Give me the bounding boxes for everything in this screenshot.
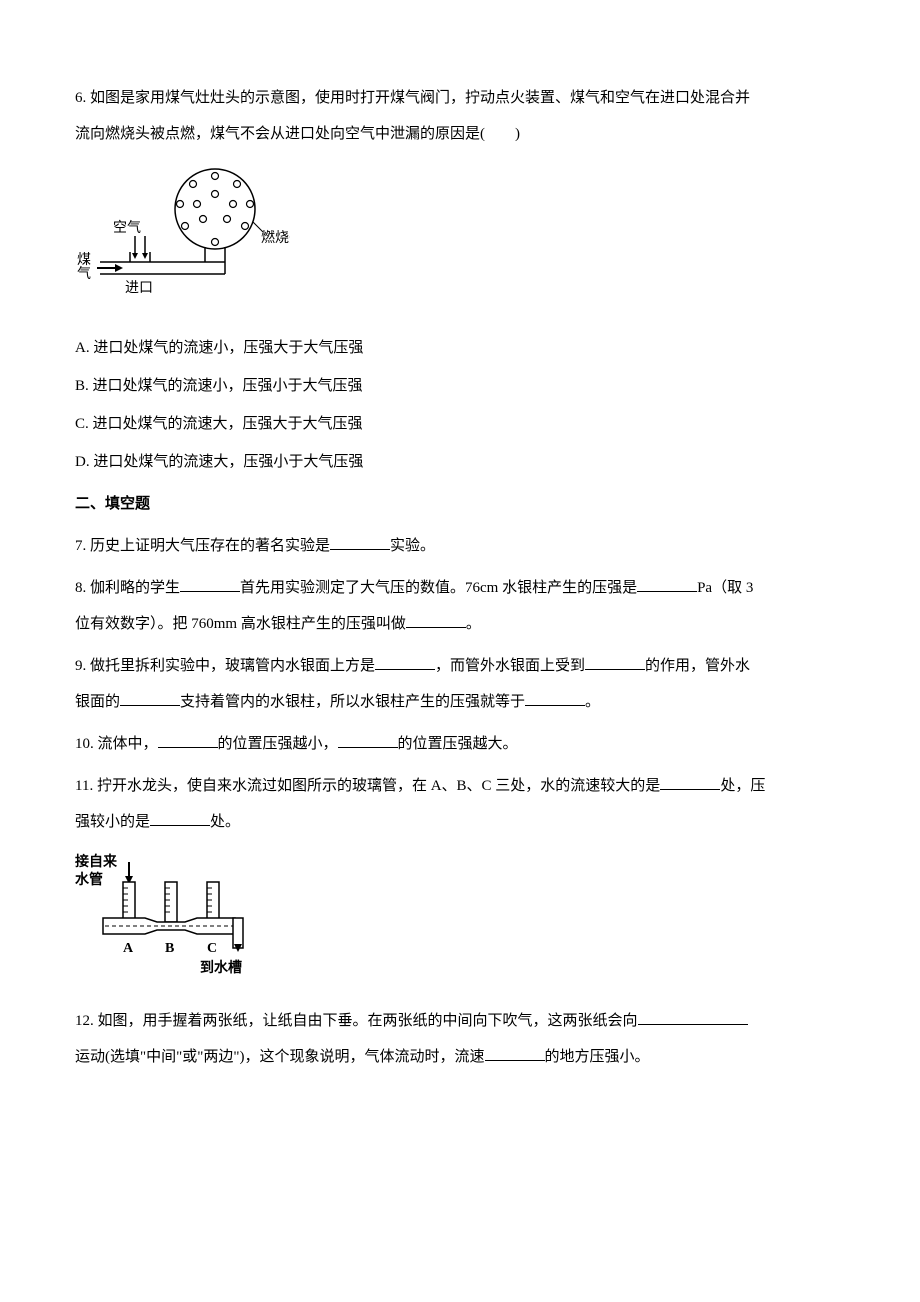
q10-blank-2	[338, 733, 398, 748]
q8-part3: Pa（取 3	[697, 580, 753, 596]
q7-part1: 历史上证明大气压存在的著名实验是	[90, 538, 330, 554]
question-6: 6. 如图是家用煤气灶灶头的示意图，使用时打开煤气阀门，拧动点火装置、煤气和空气…	[75, 80, 845, 480]
q6-number: 6.	[75, 90, 86, 106]
q11-line1: 11. 拧开水龙头，使自来水流过如图所示的玻璃管，在 A、B、C 三处，水的流速…	[75, 768, 845, 804]
q6-option-d: D. 进口处煤气的流速大，压强小于大气压强	[75, 444, 845, 480]
q8-number: 8.	[75, 580, 86, 596]
q7-number: 7.	[75, 538, 86, 554]
q10-number: 10.	[75, 736, 94, 752]
gas-label-2: 气	[77, 266, 91, 282]
q8-line1: 8. 伽利略的学生 首先用实验测定了大气压的数值。76cm 水银柱产生的压强是 Pa…	[75, 570, 845, 606]
question-8: 8. 伽利略的学生 首先用实验测定了大气压的数值。76cm 水银柱产生的压强是 Pa…	[75, 570, 845, 642]
q11-part1: 拧开水龙头，使自来水流过如图所示的玻璃管，在 A、B、C 三处，水的流速较大的是	[97, 778, 660, 794]
q6-option-c: C. 进口处煤气的流速大，压强大于大气压强	[75, 406, 845, 442]
q12-line2-part1: 运动(选填"中间"或"两边")，这个现象说明，气体流动时，流速	[75, 1049, 485, 1065]
q11-line2-part2: 处。	[210, 814, 240, 830]
q8-blank-2	[637, 577, 697, 592]
q6-text-line2: 流向燃烧头被点燃，煤气不会从进口处向空气中泄漏的原因是( )	[75, 116, 845, 152]
label-b: B	[165, 941, 174, 956]
q7-part2: 实验。	[390, 538, 435, 554]
pipe-diagram: 接自来 水管 A B C 到水槽	[75, 852, 275, 977]
q8-blank-1	[180, 577, 240, 592]
q6-text-line1: 6. 如图是家用煤气灶灶头的示意图，使用时打开煤气阀门，拧动点火装置、煤气和空气…	[75, 80, 845, 116]
q12-number: 12.	[75, 1013, 94, 1029]
q9-line2: 银面的 支持着管内的水银柱，所以水银柱产生的压强就等于 。	[75, 684, 845, 720]
q9-line1: 9. 做托里拆利实验中，玻璃管内水银面上方是 ，而管外水银面上受到 的作用，管外水	[75, 648, 845, 684]
q9-blank-3	[120, 691, 180, 706]
q12-blank-2	[485, 1046, 545, 1061]
burner-label: 燃烧头	[261, 229, 290, 246]
q7-blank-1	[330, 535, 390, 550]
q9-part3: 的作用，管外水	[645, 658, 750, 674]
q12-part1: 如图，用手握着两张纸，让纸自由下垂。在两张纸的中间向下吹气，这两张纸会向	[98, 1013, 638, 1029]
q9-blank-2	[585, 655, 645, 670]
q10-part3: 的位置压强越大。	[398, 736, 518, 752]
question-9: 9. 做托里拆利实验中，玻璃管内水银面上方是，而管外水银面上受到的作用，管外水 …	[75, 648, 845, 720]
tap-label-1: 接自来	[75, 853, 118, 870]
q10-part1: 流体中，	[98, 736, 158, 752]
q9-line2-part3: 。	[585, 694, 600, 710]
air-label: 空气	[113, 220, 141, 236]
tank-label: 到水槽	[200, 959, 242, 976]
q9-blank-1	[375, 655, 435, 670]
q11-line2-part1: 强较小的是	[75, 814, 150, 830]
question-10: 10. 流体中， 的位置压强越小， 的位置压强越大。	[75, 726, 845, 762]
q8-line2: 位有效数字）。把 760mm 高水银柱产生的压强叫做 。	[75, 606, 845, 642]
q12-line2-part2: 的地方压强小。	[545, 1049, 650, 1065]
q8-line2-part2: 。	[466, 616, 481, 632]
q9-line2-part2: 支持着管内的水银柱，所以水银柱产生的压强就等于	[180, 694, 525, 710]
q6-option-a: A. 进口处煤气的流速小，压强大于大气压强	[75, 330, 845, 366]
question-12: 12. 如图，用手握着两张纸，让纸自由下垂。在两张纸的中间向下吹气，这两张纸会向…	[75, 1003, 845, 1075]
q11-part2: 处，压	[720, 778, 765, 794]
inlet-label: 进口	[125, 280, 153, 296]
q11-figure: 接自来 水管 A B C 到水槽	[75, 852, 845, 991]
q6-line1: 如图是家用煤气灶灶头的示意图，使用时打开煤气阀门，拧动点火装置、煤气和空气在进口…	[90, 90, 750, 106]
question-11: 11. 拧开水龙头，使自来水流过如图所示的玻璃管，在 A、B、C 三处，水的流速…	[75, 768, 845, 991]
q8-blank-3	[406, 613, 466, 628]
tap-label-2: 水管	[75, 871, 103, 888]
q8-line2-part1: 位有效数字）。把 760mm 高水银柱产生的压强叫做	[75, 616, 406, 632]
label-c: C	[207, 941, 217, 956]
question-7: 7. 历史上证明大气压存在的著名实验是 实验。	[75, 528, 845, 564]
q9-part1: 做托里拆利实验中，玻璃管内水银面上方是	[90, 658, 375, 674]
section-2-heading: 二、填空题	[75, 486, 845, 522]
q8-part1: 伽利略的学生	[90, 580, 180, 596]
q10-part2: 的位置压强越小，	[218, 736, 338, 752]
q6-figure: 空气 煤 气 进口 燃烧头	[75, 164, 845, 318]
q9-blank-4	[525, 691, 585, 706]
q11-line2: 强较小的是 处。	[75, 804, 845, 840]
gas-stove-diagram: 空气 煤 气 进口 燃烧头	[75, 164, 290, 304]
q11-blank-2	[150, 811, 210, 826]
label-a: A	[123, 941, 134, 956]
q11-number: 11.	[75, 778, 93, 794]
q12-line2: 运动(选填"中间"或"两边")，这个现象说明，气体流动时，流速 的地方压强小。	[75, 1039, 845, 1075]
q12-line1: 12. 如图，用手握着两张纸，让纸自由下垂。在两张纸的中间向下吹气，这两张纸会向	[75, 1003, 845, 1039]
q12-blank-1	[638, 1010, 748, 1025]
q9-line2-part1: 银面的	[75, 694, 120, 710]
q11-blank-1	[660, 775, 720, 790]
q6-option-b: B. 进口处煤气的流速小，压强小于大气压强	[75, 368, 845, 404]
gas-label-1: 煤	[77, 252, 91, 268]
q9-number: 9.	[75, 658, 86, 674]
q9-part2: ，而管外水银面上受到	[435, 658, 585, 674]
q8-part2: 首先用实验测定了大气压的数值。76cm 水银柱产生的压强是	[240, 580, 637, 596]
q10-blank-1	[158, 733, 218, 748]
